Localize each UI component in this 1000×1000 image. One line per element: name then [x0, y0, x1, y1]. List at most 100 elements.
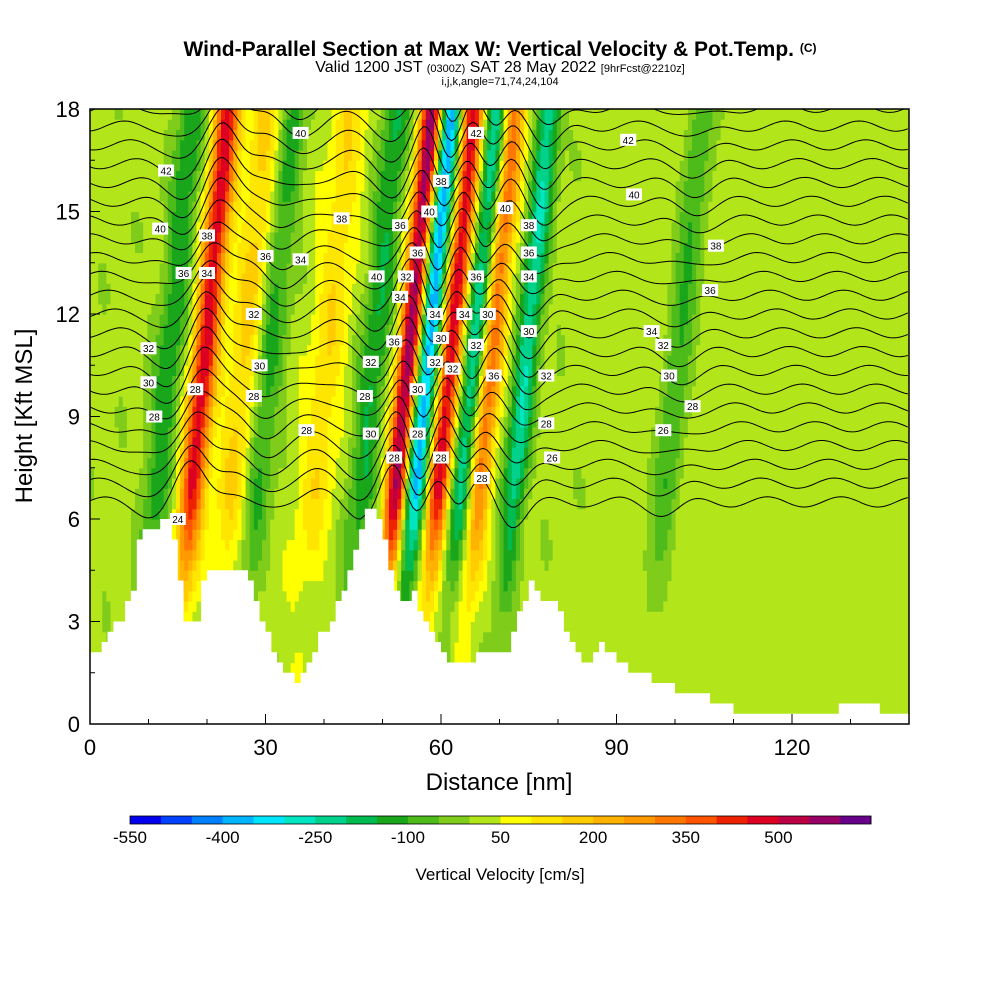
field-cell	[397, 508, 402, 520]
field-cell	[348, 344, 353, 356]
field-cell	[294, 119, 300, 130]
field-cell	[270, 201, 275, 213]
field-cell	[343, 375, 349, 387]
field-cell	[286, 334, 292, 346]
field-cell	[290, 467, 296, 479]
field-cell	[298, 631, 304, 643]
field-cell	[184, 293, 189, 305]
field-cell	[151, 314, 157, 325]
field-cell	[98, 467, 103, 479]
field-cell	[114, 283, 120, 294]
field-cell	[266, 601, 271, 612]
field-cell	[221, 396, 226, 407]
field-cell	[319, 519, 324, 530]
field-cell	[257, 129, 263, 141]
field-cell	[122, 396, 128, 407]
field-cell	[143, 139, 148, 151]
field-cell	[356, 529, 361, 541]
field-cell	[352, 519, 357, 530]
field-cell	[327, 519, 333, 530]
field-cell	[90, 529, 95, 541]
field-cell	[393, 262, 398, 274]
field-cell	[143, 406, 148, 418]
field-cell	[405, 478, 410, 489]
field-cell	[114, 242, 120, 253]
field-cell	[167, 109, 173, 120]
field-cell	[274, 293, 279, 305]
field-cell	[253, 549, 259, 561]
field-cell	[352, 211, 357, 223]
field-cell	[298, 601, 304, 612]
field-cell	[147, 180, 152, 192]
field-cell	[298, 314, 304, 325]
field-cell	[221, 293, 226, 305]
field-cell	[118, 252, 124, 264]
field-cell	[159, 488, 165, 500]
field-cell	[163, 457, 169, 469]
field-cell	[229, 303, 234, 315]
field-cell	[110, 293, 116, 305]
field-cell	[167, 273, 173, 284]
field-cell	[110, 365, 116, 376]
field-cell	[208, 221, 214, 233]
field-cell	[319, 334, 324, 346]
field-cell	[380, 478, 386, 489]
field-cell	[335, 365, 341, 376]
field-cell	[352, 252, 357, 264]
field-cell	[94, 642, 99, 653]
field-cell	[102, 385, 107, 397]
field-cell	[167, 252, 173, 264]
field-cell	[237, 498, 243, 510]
field-cell	[212, 170, 218, 182]
field-cell	[421, 560, 427, 571]
field-cell	[278, 406, 284, 418]
field-cell	[319, 211, 324, 223]
field-cell	[384, 201, 390, 213]
field-cell	[159, 437, 165, 448]
field-cell	[405, 262, 410, 274]
field-cell	[216, 437, 222, 448]
field-cell	[221, 478, 226, 489]
field-cell	[413, 150, 419, 161]
field-cell	[192, 252, 198, 264]
field-cell	[253, 590, 259, 602]
field-cell	[180, 355, 185, 366]
field-cell	[176, 221, 181, 233]
field-cell	[290, 283, 296, 294]
field-cell	[249, 139, 255, 151]
field-cell	[360, 324, 365, 336]
field-cell	[274, 303, 279, 315]
field-cell	[315, 406, 320, 418]
field-cell	[290, 570, 296, 582]
field-cell	[335, 457, 341, 469]
field-cell	[274, 129, 279, 141]
field-cell	[249, 191, 255, 202]
field-cell	[221, 170, 226, 182]
field-cell	[315, 416, 320, 428]
field-cell	[311, 631, 316, 643]
field-cell	[102, 119, 107, 130]
field-cell	[233, 201, 238, 213]
field-cell	[372, 170, 378, 182]
field-cell	[196, 570, 202, 582]
field-cell	[102, 447, 107, 459]
field-cell	[372, 293, 378, 305]
field-cell	[343, 170, 349, 182]
field-cell	[257, 160, 263, 171]
field-cell	[364, 293, 370, 305]
field-cell	[294, 160, 300, 171]
field-cell	[163, 498, 169, 510]
field-cell	[294, 539, 300, 551]
field-cell	[135, 426, 140, 438]
field-cell	[319, 570, 324, 582]
field-cell	[135, 314, 140, 325]
field-cell	[307, 221, 312, 233]
field-cell	[208, 109, 214, 120]
field-cell	[372, 119, 378, 130]
field-cell	[388, 191, 394, 202]
field-cell	[302, 109, 308, 120]
field-cell	[163, 314, 169, 325]
field-cell	[298, 242, 304, 253]
field-cell	[302, 611, 308, 623]
field-cell	[282, 385, 288, 397]
